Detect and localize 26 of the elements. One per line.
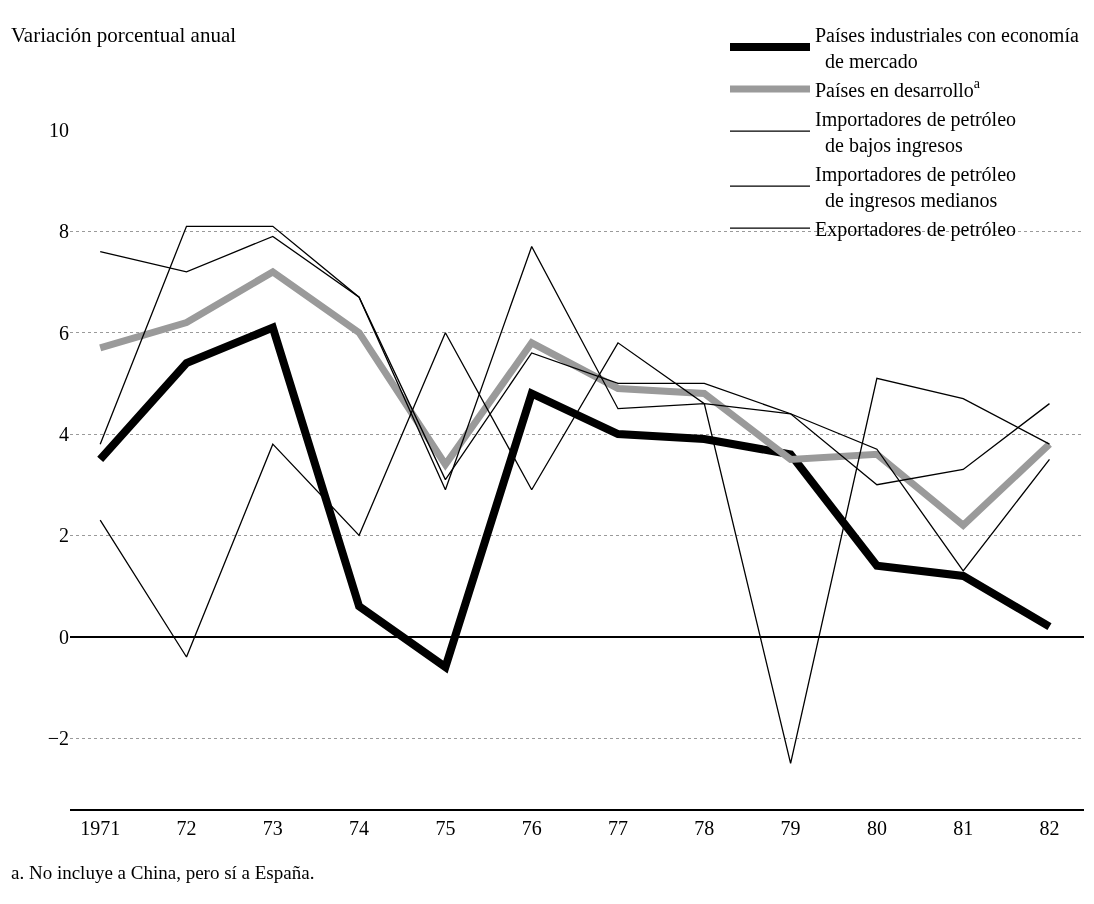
x-tick-label: 81 <box>953 816 974 839</box>
x-tick-label: 79 <box>780 816 801 839</box>
y-tick-label: 6 <box>59 321 69 344</box>
legend-label: Países en desarrollo$^{a}$ <box>815 76 981 101</box>
y-tick-label: 0 <box>59 625 69 648</box>
x-tick-label: 82 <box>1039 816 1060 839</box>
x-tick-label: 72 <box>176 816 197 839</box>
y-tick-label: −2 <box>47 727 69 750</box>
legend-label: Exportadores de petróleo <box>815 217 1017 241</box>
y-tick-label: 8 <box>59 220 69 243</box>
text: a. No incluye a China, pero sí a España. <box>11 862 315 883</box>
y-tick-label: 2 <box>59 524 69 547</box>
x-tick-label: 77 <box>607 816 628 839</box>
x-tick-label: 80 <box>866 816 887 839</box>
legend-label: Importadores de petróleo de ingresos medianos <box>815 162 1017 212</box>
legend-label: Importadores de petróleo de bajos ingresos <box>815 107 1017 157</box>
x-tick-label: 1971 <box>80 816 121 839</box>
y-tick-label: 4 <box>59 423 69 446</box>
y-tick-label: 10 <box>49 119 69 141</box>
x-tick-label: 74 <box>349 816 370 839</box>
x-tick-label: 78 <box>694 816 715 839</box>
y-axis-title: Variación porcentual anual <box>11 23 237 47</box>
legend-label: Países industriales con economía de mercado <box>815 23 1079 72</box>
x-tick-label: 75 <box>435 816 456 839</box>
x-tick-label: 73 <box>262 816 283 839</box>
x-tick-label: 76 <box>521 816 542 839</box>
